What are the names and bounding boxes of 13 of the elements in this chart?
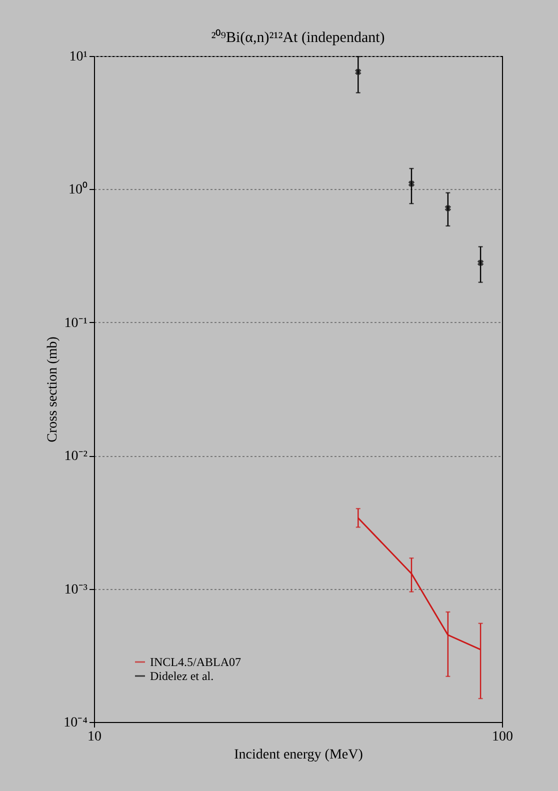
legend-label: INCL4.5/ABLA07 (150, 655, 241, 669)
y-tick-label: 10⁰ (68, 182, 88, 198)
y-tick-label: 10⁻² (64, 449, 88, 464)
legend-label: Didelez et al. (150, 669, 214, 683)
x-tick-label: 100 (492, 730, 513, 744)
x-axis-title: Incident energy (MeV) (234, 748, 364, 762)
x-tick-label: 10 (88, 730, 102, 744)
y-tick-label: 10¹ (69, 50, 88, 64)
y-axis-title: Cross section (mb) (46, 336, 61, 442)
y-tick-label: 10⁻⁴ (64, 716, 88, 730)
y-tick-label: 10⁻³ (64, 582, 88, 598)
chart-title: ²⁰⁹Bi(α,n)²¹²At (independant) (211, 29, 385, 46)
y-tick-label: 10⁻¹ (64, 316, 88, 331)
